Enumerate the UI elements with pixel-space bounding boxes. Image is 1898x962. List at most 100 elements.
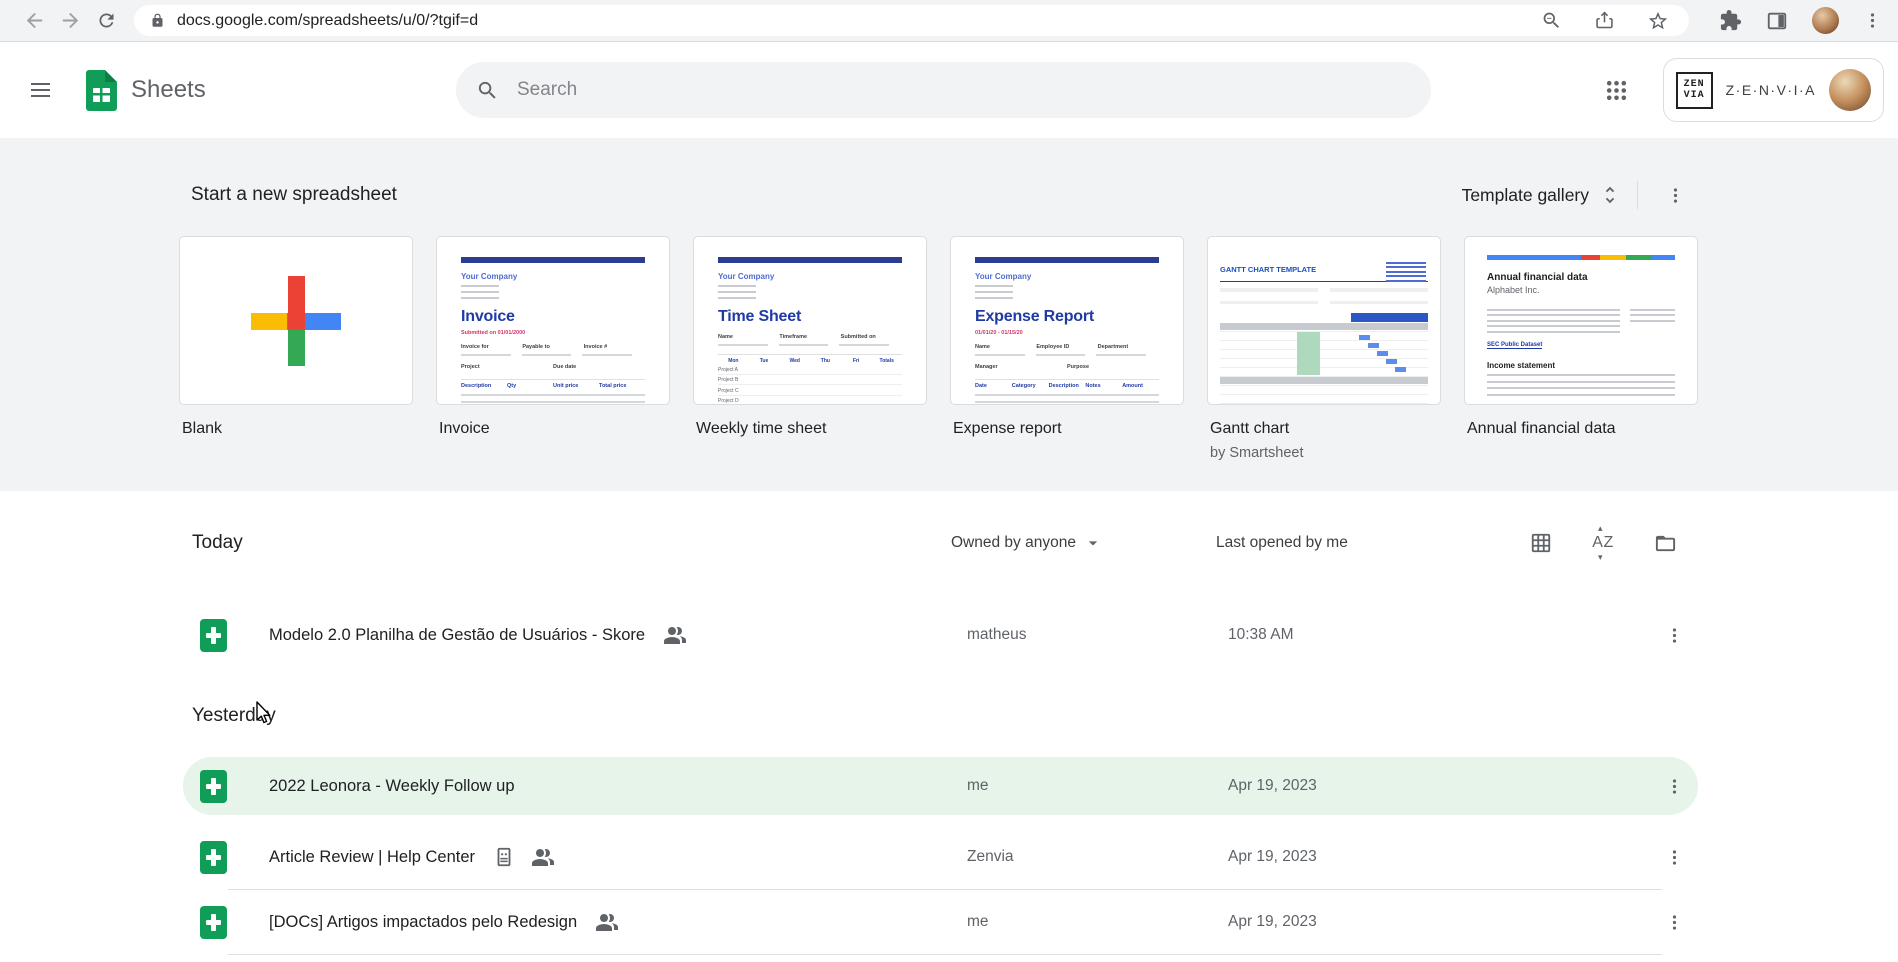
dropdown-arrow-icon [1088, 541, 1098, 546]
vertical-divider [1637, 181, 1638, 209]
file-row-highlighted[interactable]: 2022 Leonora - Weekly Follow up me Apr 1… [183, 757, 1698, 815]
file-title: 2022 Leonora - Weekly Follow up [269, 776, 515, 795]
template-section-title: Start a new spreadsheet [191, 184, 397, 205]
zoom-out-icon[interactable] [1541, 10, 1562, 31]
browser-menu-kebab-icon[interactable] [1863, 11, 1882, 30]
sort-az-button[interactable]: AZ [1582, 522, 1624, 564]
file-options-button[interactable] [1654, 837, 1694, 877]
kebab-menu-icon [1672, 849, 1676, 865]
grid-view-icon [1531, 533, 1551, 553]
file-row[interactable]: Article Review | Help Center Zenvia Apr … [183, 825, 1698, 889]
template-label: Blank [182, 420, 223, 437]
annual-financial-preview: Annual financial data Alphabet Inc. SEC … [1465, 237, 1697, 404]
side-panel-icon[interactable] [1766, 10, 1788, 32]
file-title: Modelo 2.0 Planilha de Gestão de Usuário… [269, 625, 646, 644]
sheets-logo-icon[interactable] [86, 69, 117, 111]
time-sheet-preview: Your Company Time Sheet Name Timeframe Sub… [694, 237, 926, 404]
browser-toolbar: docs.google.com/spreadsheets/u/0/?tgif=d [0, 0, 1898, 42]
shared-people-icon [664, 627, 687, 644]
template-sublabel: by Smartsheet [1210, 445, 1304, 461]
template-options-button[interactable] [1654, 174, 1696, 216]
file-date: 10:38 AM [1228, 626, 1294, 643]
contact-card-icon [497, 847, 511, 867]
file-list-header: Today Owned by anyone Last opened by me … [183, 521, 1698, 565]
row-divider [228, 954, 1662, 955]
shared-people-icon [596, 914, 619, 931]
extensions-puzzle-icon[interactable] [1719, 9, 1742, 32]
browser-forward-button[interactable] [52, 3, 88, 39]
google-apps-button[interactable] [1595, 68, 1639, 112]
file-owner: Zenvia [967, 848, 1014, 865]
file-owner: me [967, 777, 989, 794]
forward-arrow-icon [62, 12, 78, 29]
folder-icon [1655, 535, 1675, 551]
url-text: docs.google.com/spreadsheets/u/0/?tgif=d [177, 11, 479, 29]
file-row[interactable]: Modelo 2.0 Planilha de Gestão de Usuário… [183, 603, 1698, 667]
unfold-more-icon [1605, 186, 1615, 204]
zenvia-logo: ZEN VIA [1675, 71, 1713, 109]
gantt-chart-preview: GANTT CHART TEMPLATE [1208, 237, 1440, 404]
file-row-clipped[interactable]: [Attention] Artigos impactados pelos nov… [183, 955, 1698, 962]
apps-grid-icon [1607, 80, 1627, 100]
account-org-badge[interactable]: ZEN VIA Z·E·N·V·I·A [1662, 58, 1884, 122]
template-card-blank[interactable] [179, 236, 413, 405]
grid-view-button[interactable] [1520, 522, 1562, 564]
template-label: Expense report [953, 420, 1062, 437]
kebab-menu-icon [1673, 187, 1677, 203]
main-menu-button[interactable] [16, 66, 64, 114]
search-input[interactable] [517, 79, 1431, 101]
sheets-file-icon [200, 840, 227, 874]
template-section: Start a new spreadsheet Template gallery… [0, 138, 1898, 491]
template-card-gantt-chart[interactable]: GANTT CHART TEMPLATE [1207, 236, 1441, 405]
section-title-yesterday: Yesterday [192, 705, 276, 726]
browser-profile-avatar[interactable] [1812, 7, 1839, 34]
new-blank-plus-icon [251, 275, 341, 366]
template-label: Weekly time sheet [696, 420, 827, 437]
template-label: Invoice [439, 420, 490, 437]
shared-people-icon [532, 849, 555, 866]
file-date: Apr 19, 2023 [1228, 777, 1317, 794]
file-options-button[interactable] [1654, 766, 1694, 806]
sheets-file-icon [200, 905, 227, 939]
org-name: Z·E·N·V·I·A [1725, 82, 1816, 98]
section-title-today: Today [192, 532, 243, 553]
open-file-picker-button[interactable] [1644, 522, 1686, 564]
address-bar[interactable]: docs.google.com/spreadsheets/u/0/?tgif=d [134, 5, 1689, 36]
file-options-button[interactable] [1654, 615, 1694, 655]
template-card-annual-financial-data[interactable]: Annual financial data Alphabet Inc. SEC … [1464, 236, 1698, 405]
last-opened-label: Last opened by me [1216, 534, 1348, 551]
file-title: [DOCs] Artigos impactados pelo Redesign [269, 912, 578, 931]
file-options-button[interactable] [1654, 902, 1694, 942]
template-label: Gantt chart [1210, 420, 1290, 437]
file-owner: me [967, 913, 989, 930]
user-avatar[interactable] [1829, 69, 1871, 111]
template-cards-row: Blank Your Company Invoice Submitted on … [179, 236, 1698, 461]
invoice-preview: Your Company Invoice Submitted on 01/01/… [437, 237, 669, 404]
file-list-section: Today Owned by anyone Last opened by me … [0, 491, 1898, 962]
browser-back-button[interactable] [16, 3, 52, 39]
kebab-menu-icon [1672, 627, 1676, 643]
file-title: Article Review | Help Center [269, 847, 476, 866]
share-icon[interactable] [1594, 10, 1615, 31]
template-card-weekly-time-sheet[interactable]: Your Company Time Sheet Name Timeframe Sub… [693, 236, 927, 405]
search-icon [478, 81, 496, 99]
file-row[interactable]: [DOCs] Artigos impactados pelo Redesign … [183, 890, 1698, 954]
template-card-expense-report[interactable]: Your Company Expense Report 01/01/20 - 0… [950, 236, 1184, 405]
row-divider [228, 889, 1662, 890]
search-bar[interactable] [456, 62, 1431, 118]
sort-az-icon: AZ [1586, 523, 1620, 563]
owner-filter-dropdown[interactable]: Owned by anyone [951, 533, 1214, 553]
hamburger-icon [30, 89, 50, 91]
template-gallery-button[interactable]: Template gallery [1462, 184, 1621, 206]
template-card-invoice[interactable]: Your Company Invoice Submitted on 01/01/… [436, 236, 670, 405]
back-arrow-icon [26, 12, 42, 29]
sheets-file-icon [200, 618, 227, 652]
file-date: Apr 19, 2023 [1228, 913, 1317, 930]
bookmark-star-icon[interactable] [1647, 10, 1669, 32]
expense-report-preview: Your Company Expense Report 01/01/20 - 0… [951, 237, 1183, 404]
file-owner: matheus [967, 626, 1027, 643]
browser-reload-button[interactable] [88, 3, 124, 39]
kebab-menu-icon [1672, 778, 1676, 794]
file-date: Apr 19, 2023 [1228, 848, 1317, 865]
